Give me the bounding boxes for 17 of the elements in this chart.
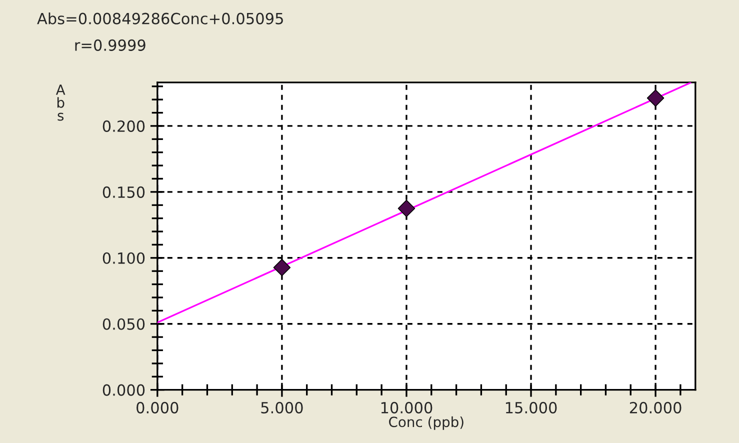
point bbox=[398, 200, 416, 218]
y-axis-title: Abs bbox=[56, 84, 66, 121]
x-tick-label: 20.000 bbox=[630, 402, 682, 414]
x-tick-label: 10.000 bbox=[381, 402, 432, 414]
y-tick-label: 0.000 bbox=[102, 384, 145, 396]
x-tick-label: 5.000 bbox=[261, 402, 303, 414]
point bbox=[646, 89, 664, 107]
x-tick-label: 15.000 bbox=[506, 402, 557, 414]
point bbox=[273, 258, 291, 276]
x-axis-title: Conc (ppb) bbox=[389, 416, 464, 430]
y-tick-label: 0.150 bbox=[102, 186, 145, 198]
y-tick-label: 0.200 bbox=[102, 120, 145, 132]
y-tick-label: 0.100 bbox=[102, 252, 145, 264]
y-tick-label: 0.050 bbox=[102, 318, 145, 330]
text: r=0.9999 bbox=[75, 39, 146, 51]
text: Abs=0.00849286Conc+0.05095 bbox=[37, 12, 283, 24]
x-tick-label: 0.000 bbox=[136, 402, 178, 414]
